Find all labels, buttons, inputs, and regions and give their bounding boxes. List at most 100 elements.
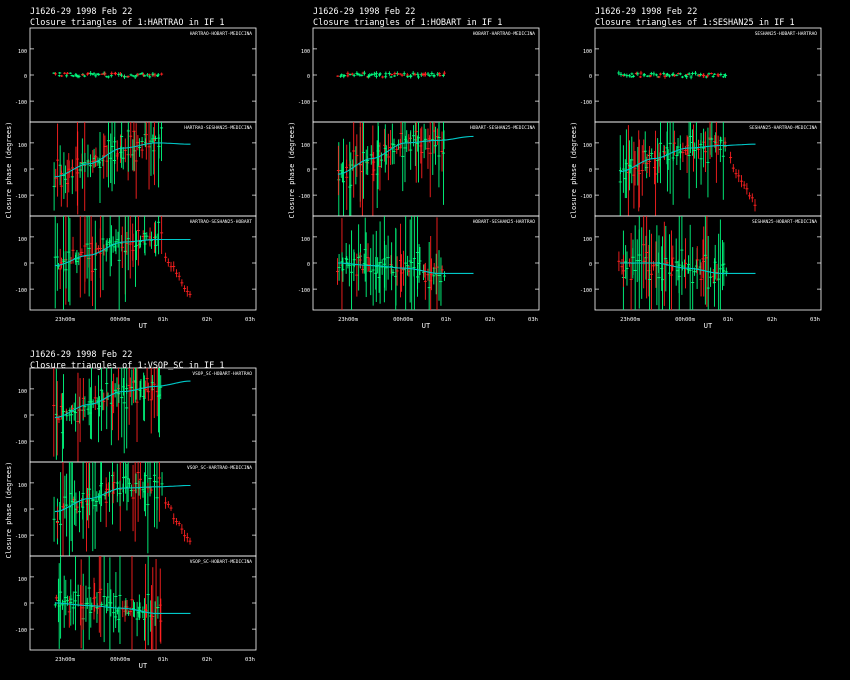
panel: SESHAN25-HARTRAO-MEDICINA 100 0 -100	[580, 121, 822, 217]
y-axis-label: Closure phase (degrees)	[570, 122, 578, 219]
chart-title-line2: Closure triangles of 1:HOBART in IF 1	[313, 18, 502, 28]
y-tick-label: -100	[15, 628, 27, 634]
model-curve	[337, 262, 474, 274]
model-curve	[54, 238, 191, 267]
y-tick-label: 0	[307, 262, 310, 268]
y-tick-label: 100	[18, 143, 27, 149]
x-tick-label: 03h	[810, 317, 820, 323]
panel-label: HARTRAO-SESHAN25-MEDICINA	[184, 125, 252, 131]
panel: VSOP_SC-HARTRAO-MEDICINA 100 0 -100	[15, 461, 257, 557]
x-axis-label: UT	[139, 322, 148, 330]
model-curve	[619, 143, 756, 173]
data-points	[30, 122, 256, 215]
panel: HOBART-SESHAN25-HARTRAO 100 0 -100	[298, 215, 540, 311]
x-tick-label: 23h00m	[55, 657, 76, 663]
x-tick-label: 02h	[202, 317, 212, 323]
panel: HARTRAO-SESHAN25-HOBART 100 0 -100	[15, 215, 257, 311]
panel: HOBART-SESHAN25-MEDICINA 100 0 -100	[298, 121, 540, 217]
chart-title-line2: Closure triangles of 1:VSOP_SC in IF 1	[30, 361, 224, 371]
closure-chart-hobart: J1626-29 1998 Feb 22 Closure triangles o…	[288, 7, 540, 330]
y-tick-label: -100	[15, 288, 27, 294]
x-tick-label: 03h	[528, 317, 538, 323]
y-tick-label: 0	[24, 168, 27, 174]
x-tick-label: 01h	[441, 317, 451, 323]
x-tick-label: 02h	[767, 317, 777, 323]
y-tick-label: 0	[24, 602, 27, 608]
y-axis-label: Closure phase (degrees)	[5, 462, 13, 559]
x-tick-label: 00h00m	[110, 317, 131, 323]
closure-chart-seshan25: J1626-29 1998 Feb 22 Closure triangles o…	[570, 7, 822, 330]
panel-label: HARTRAO-SESHAN25-HOBART	[190, 219, 253, 225]
closure-chart-hartrao: J1626-29 1998 Feb 22 Closure triangles o…	[5, 7, 257, 330]
data-points	[30, 556, 256, 650]
x-tick-label: 23h00m	[620, 317, 641, 323]
panel: SESHAN25-HOBART-MEDICINA 100 0 -100	[580, 215, 822, 311]
y-axis-label: Closure phase (degrees)	[5, 122, 13, 219]
y-tick-label: 0	[589, 168, 592, 174]
model-curve	[54, 142, 191, 178]
x-tick-label: 01h	[158, 317, 168, 323]
x-tick-label: 00h00m	[110, 657, 131, 663]
x-tick-label: 01h	[723, 317, 733, 323]
y-tick-label: -100	[15, 194, 27, 200]
closure-chart-vsop-sc: J1626-29 1998 Feb 22 Closure triangles o…	[5, 350, 257, 670]
panel-label: HOBART-HARTRAO-MEDICINA	[473, 31, 536, 37]
y-tick-label: 0	[307, 74, 310, 80]
y-tick-label: 0	[589, 74, 592, 80]
panel: HARTRAO-HOBART-MEDICINA 100 0 -100	[15, 27, 257, 123]
panel-label: SESHAN25-HARTRAO-MEDICINA	[749, 125, 817, 131]
model-curve	[54, 602, 191, 614]
panel-label: SESHAN25-HOBART-HARTRAO	[755, 31, 818, 37]
data-points	[595, 48, 821, 102]
y-tick-label: 0	[24, 414, 27, 420]
y-tick-label: -100	[580, 194, 592, 200]
model-curve	[619, 262, 756, 274]
x-axis-label: UT	[422, 322, 431, 330]
panel: VSOP_SC-HOBART-HARTRAO 100 0 -100	[15, 367, 257, 463]
panel: HARTRAO-SESHAN25-MEDICINA 100 0 -100	[15, 121, 257, 217]
panel: VSOP_SC-HOBART-MEDICINA 100 0 -100	[15, 555, 257, 651]
model-curve	[54, 484, 191, 513]
x-tick-label: 03h	[245, 657, 255, 663]
y-tick-label: 0	[589, 262, 592, 268]
panel-label: VSOP_SC-HOBART-HARTRAO	[192, 371, 252, 377]
y-tick-label: -100	[15, 100, 27, 106]
chart-title-line2: Closure triangles of 1:SESHAN25 in IF 1	[595, 18, 795, 28]
y-tick-label: 100	[301, 237, 310, 243]
chart-title-line1: J1626-29 1998 Feb 22	[313, 7, 415, 17]
y-tick-label: -100	[298, 100, 310, 106]
y-tick-label: -100	[298, 194, 310, 200]
data-points	[30, 216, 256, 310]
x-tick-label: 00h00m	[675, 317, 696, 323]
model-curve	[337, 135, 474, 175]
data-points	[30, 462, 256, 556]
x-tick-label: 23h00m	[338, 317, 359, 323]
y-tick-label: 0	[24, 74, 27, 80]
y-tick-label: 100	[18, 389, 27, 395]
x-tick-label: 00h00m	[393, 317, 414, 323]
y-tick-label: 100	[583, 143, 592, 149]
y-tick-label: -100	[15, 440, 27, 446]
x-axis-label: UT	[704, 322, 713, 330]
y-tick-label: 100	[18, 577, 27, 583]
y-tick-label: 0	[24, 508, 27, 514]
x-axis-label: UT	[139, 662, 148, 670]
panel-label: HARTRAO-HOBART-MEDICINA	[190, 31, 253, 37]
panel: HOBART-HARTRAO-MEDICINA 100 0 -100	[298, 27, 540, 123]
panel-label: HOBART-SESHAN25-MEDICINA	[470, 125, 535, 131]
data-points	[595, 216, 821, 310]
x-tick-label: 03h	[245, 317, 255, 323]
data-points	[313, 216, 539, 310]
data-points	[595, 122, 821, 216]
x-tick-label: 01h	[158, 657, 168, 663]
y-tick-label: 100	[18, 237, 27, 243]
x-tick-label: 23h00m	[55, 317, 76, 323]
y-tick-label: 100	[301, 143, 310, 149]
data-points	[30, 48, 256, 102]
y-tick-label: -100	[298, 288, 310, 294]
data-points	[313, 122, 539, 216]
y-tick-label: 0	[307, 168, 310, 174]
y-tick-label: 100	[583, 49, 592, 55]
data-points	[313, 48, 539, 102]
